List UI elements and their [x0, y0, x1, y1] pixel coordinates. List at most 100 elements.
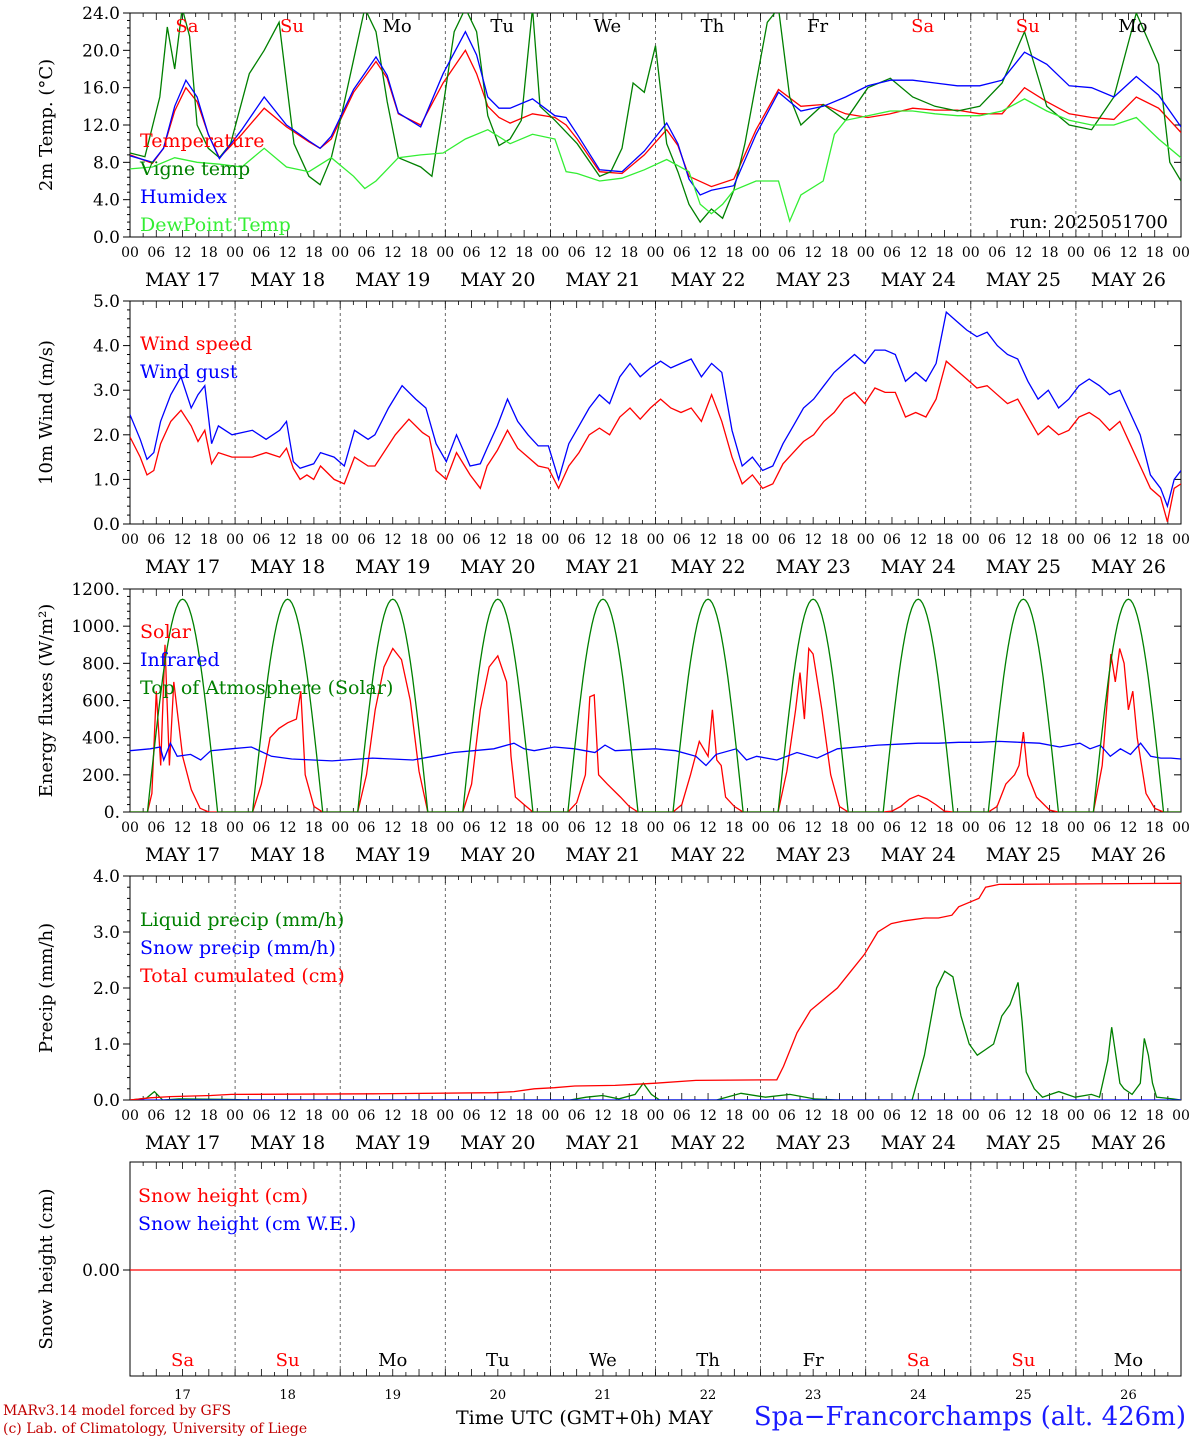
date-label: MAY 25 — [986, 556, 1061, 578]
hour-tick-label: 00 — [1172, 1108, 1190, 1124]
hour-tick-label: 12 — [489, 1108, 507, 1124]
day-abbr: Fr — [803, 1350, 824, 1371]
date-label: MAY 17 — [145, 556, 220, 578]
day-abbr: Tu — [490, 16, 514, 37]
hour-tick-label: 00 — [857, 1108, 875, 1124]
hour-tick-label: 12 — [1120, 1108, 1138, 1124]
hour-tick-label: 06 — [778, 532, 796, 548]
hour-tick-label: 18 — [515, 820, 533, 836]
hour-tick-label: 18 — [410, 532, 428, 548]
run-annotation: run: 2025051700 — [1010, 212, 1168, 233]
hour-tick-label: 12 — [384, 1108, 402, 1124]
hour-tick-label: 06 — [568, 532, 586, 548]
hour-tick-label: 18 — [200, 1108, 218, 1124]
date-label: MAY 20 — [460, 556, 535, 578]
series-group — [130, 598, 1181, 812]
y-tick-label: 20.0 — [82, 41, 120, 61]
date-label: MAY 22 — [670, 844, 745, 866]
hour-tick-label: 12 — [489, 245, 507, 261]
hour-tick-label: 12 — [1014, 820, 1032, 836]
hour-tick-label: 06 — [252, 532, 270, 548]
hour-tick-label: 12 — [384, 820, 402, 836]
hour-tick-label: 00 — [752, 532, 770, 548]
panel-temperature — [123, 12, 1182, 238]
hour-tick-label: 00 — [752, 1108, 770, 1124]
hour-tick-label: 00 — [647, 532, 665, 548]
legend-wind-speed: Wind speed — [140, 333, 252, 355]
day-abbr: We — [593, 16, 621, 37]
day-number: 19 — [384, 1388, 401, 1403]
date-label: MAY 23 — [776, 556, 851, 578]
day-number: 22 — [700, 1388, 717, 1403]
legend-dewpoint-temp: DewPoint Temp — [140, 214, 291, 236]
date-label: MAY 26 — [1091, 844, 1166, 866]
date-label: MAY 17 — [145, 844, 220, 866]
y-axis-label: Snow height (cm) — [36, 1188, 57, 1349]
panel-precip — [123, 875, 1182, 1101]
hour-tick-label: 18 — [831, 532, 849, 548]
hour-tick-label: 00 — [1067, 820, 1085, 836]
hour-tick-label: 00 — [647, 1108, 665, 1124]
y-tick-label: 600. — [82, 692, 120, 712]
date-label: MAY 26 — [1091, 1132, 1166, 1154]
hour-tick-label: 06 — [147, 1108, 165, 1124]
day-abbr: Th — [701, 16, 725, 37]
hour-tick-label: 00 — [541, 820, 559, 836]
hour-tick-label: 00 — [121, 532, 139, 548]
plot-frame — [129, 300, 1182, 525]
y-tick-label: 0.0 — [93, 228, 120, 248]
date-label: MAY 22 — [670, 269, 745, 291]
date-label: MAY 17 — [145, 1132, 220, 1154]
date-label: MAY 25 — [986, 269, 1061, 291]
legend-snow-precip-mm-h: Snow precip (mm/h) — [140, 937, 336, 959]
hour-tick-label: 00 — [121, 1108, 139, 1124]
y-tick-label: 4.0 — [93, 337, 120, 357]
series-line-liquid-precip-mm-h — [130, 970, 1181, 1100]
legend-solar: Solar — [140, 621, 192, 643]
hour-tick-label: 00 — [857, 245, 875, 261]
hour-tick-label: 06 — [988, 532, 1006, 548]
y-axis-label: Energy fluxes (W/m²) — [36, 604, 57, 798]
date-label: MAY 21 — [565, 1132, 640, 1154]
hour-tick-label: 06 — [463, 245, 481, 261]
hour-tick-label: 18 — [620, 245, 638, 261]
hour-tick-label: 06 — [778, 245, 796, 261]
hour-tick-label: 18 — [725, 245, 743, 261]
hour-tick-label: 18 — [515, 1108, 533, 1124]
hour-tick-label: 06 — [1093, 820, 1111, 836]
hour-tick-label: 06 — [778, 1108, 796, 1124]
hour-tick-label: 12 — [489, 532, 507, 548]
date-label: MAY 21 — [565, 269, 640, 291]
date-label: MAY 26 — [1091, 269, 1166, 291]
y-tick-label: 2.0 — [93, 979, 120, 999]
hour-tick-label: 06 — [1093, 1108, 1111, 1124]
hour-tick-label: 06 — [358, 1108, 376, 1124]
date-label: MAY 25 — [986, 844, 1061, 866]
hour-tick-label: 00 — [1172, 532, 1190, 548]
day-abbr: Sa — [175, 16, 198, 37]
panel-energy — [123, 588, 1182, 813]
hour-tick-label: 12 — [804, 532, 822, 548]
series-line-infrared — [130, 740, 1181, 767]
date-label: MAY 20 — [460, 1132, 535, 1154]
day-number: 21 — [595, 1388, 612, 1403]
y-tick-label: 12.0 — [82, 116, 120, 136]
date-label: MAY 19 — [355, 556, 430, 578]
hour-tick-label: 06 — [673, 532, 691, 548]
hour-tick-label: 06 — [568, 245, 586, 261]
hour-tick-label: 18 — [515, 532, 533, 548]
hour-tick-label: 00 — [752, 245, 770, 261]
hour-tick-label: 00 — [1172, 245, 1190, 261]
hour-tick-label: 00 — [226, 245, 244, 261]
hour-tick-label: 18 — [831, 820, 849, 836]
hour-tick-label: 18 — [515, 245, 533, 261]
date-label: MAY 18 — [250, 269, 325, 291]
hour-tick-label: 00 — [436, 245, 454, 261]
day-number: 26 — [1120, 1388, 1137, 1403]
series-line-top-of-atmosphere-solar — [130, 598, 1181, 812]
hour-tick-label: 12 — [909, 1108, 927, 1124]
panel-snow — [123, 1161, 1182, 1377]
hour-tick-label: 18 — [725, 1108, 743, 1124]
hour-tick-label: 06 — [883, 245, 901, 261]
hour-tick-label: 06 — [1093, 532, 1111, 548]
